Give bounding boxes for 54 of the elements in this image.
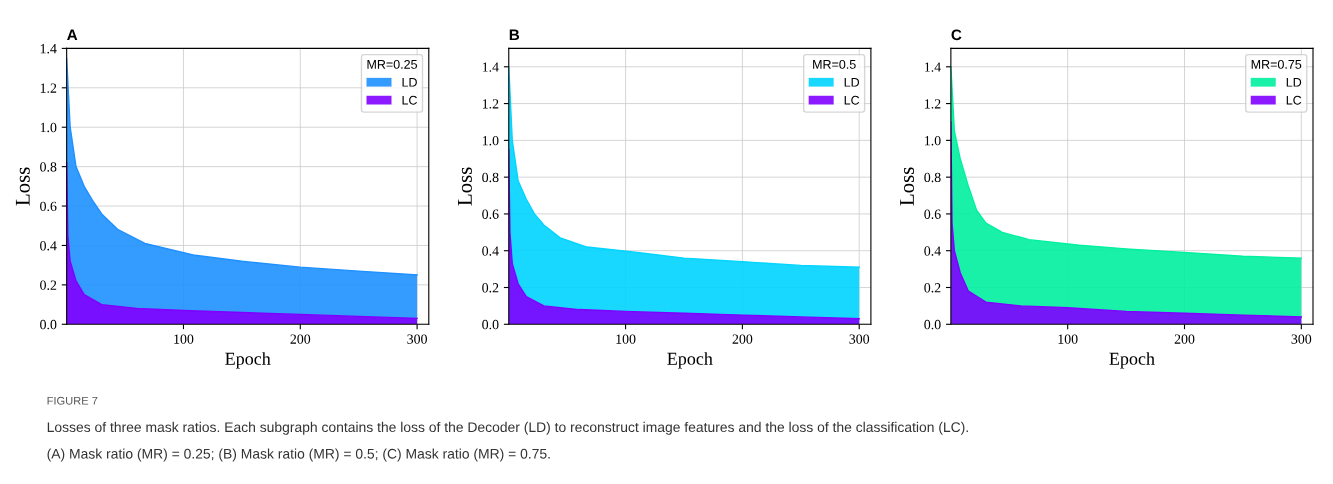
y-axis-title: Loss — [15, 167, 30, 206]
x-tick-label: 300 — [407, 334, 427, 344]
x-tick-label: 300 — [849, 334, 870, 344]
x-axis-title: Epoch — [1109, 352, 1155, 369]
y-tick-label: 0.8 — [924, 172, 941, 183]
x-tick-label: 100 — [1058, 334, 1078, 344]
x-tick-label: 200 — [732, 334, 753, 344]
y-tick-label: 1.2 — [925, 99, 941, 109]
y-axis-title: Loss — [900, 167, 914, 206]
x-tick-label: 200 — [1174, 334, 1195, 344]
y-tick-label: 1.4 — [40, 44, 57, 54]
y-tick-label: 0.8 — [482, 172, 499, 183]
legend-label: LC — [844, 95, 860, 105]
x-axis-title: Epoch — [225, 352, 271, 369]
y-tick-label: 0.4 — [924, 246, 941, 256]
y-tick-label: 1.4 — [482, 62, 499, 72]
y-tick-label: 0.0 — [40, 319, 57, 330]
y-tick-label: 0.4 — [482, 246, 499, 256]
y-tick-label: 0.8 — [40, 162, 57, 172]
chart-title: A — [67, 29, 78, 41]
legend-label: LC — [1286, 95, 1302, 105]
x-tick-label: 300 — [1291, 334, 1312, 344]
legend-title: MR=0.75 — [1251, 59, 1302, 69]
y-tick-label: 0.2 — [482, 283, 499, 293]
y-tick-label: 0.6 — [482, 209, 499, 219]
y-tick-label: 1.4 — [925, 62, 941, 72]
y-tick-label: 1.0 — [40, 122, 57, 133]
text: Losses of three mask ratios. Each subgraph contains the loss of the Decoder (LD) to reconstruct image features and the loss of the classification (LC). — [47, 421, 968, 435]
y-tick-label: 0.6 — [40, 201, 57, 212]
x-tick-label: 100 — [616, 334, 636, 344]
y-tick-label: 0.2 — [924, 283, 941, 293]
y-tick-label: 0.0 — [924, 319, 941, 330]
y-tick-label: 0.2 — [40, 280, 57, 290]
y-tick-label: 1.2 — [482, 99, 499, 109]
y-tick-label: 1.2 — [40, 83, 57, 93]
y-tick-label: 1.0 — [482, 135, 499, 146]
y-tick-label: 1.0 — [925, 135, 941, 146]
x-tick-label: 200 — [290, 334, 311, 344]
chart-title: C — [951, 29, 962, 41]
legend-label: LD — [844, 78, 860, 87]
legend-label: LD — [402, 78, 417, 87]
y-tick-label: 0.4 — [40, 241, 57, 251]
legend-label: LC — [402, 95, 418, 105]
caption: FIGURE 7 — [47, 396, 98, 405]
y-tick-label: 0.6 — [924, 209, 941, 219]
chart-title: B — [509, 29, 520, 41]
y-axis-title: Loss — [458, 167, 472, 206]
legend-title: MR=0.5 — [813, 59, 856, 69]
legend-title: MR=0.25 — [367, 59, 418, 69]
legend-label: LD — [1286, 78, 1302, 87]
x-tick-label: 100 — [174, 334, 194, 344]
x-axis-title: Epoch — [667, 352, 713, 369]
text: (A) Mask ratio (MR) = 0.25; (B) Mask ratio (MR) = 0.5; (C) Mask ratio (MR) = 0.75. — [47, 448, 550, 462]
y-tick-label: 0.0 — [482, 319, 499, 330]
